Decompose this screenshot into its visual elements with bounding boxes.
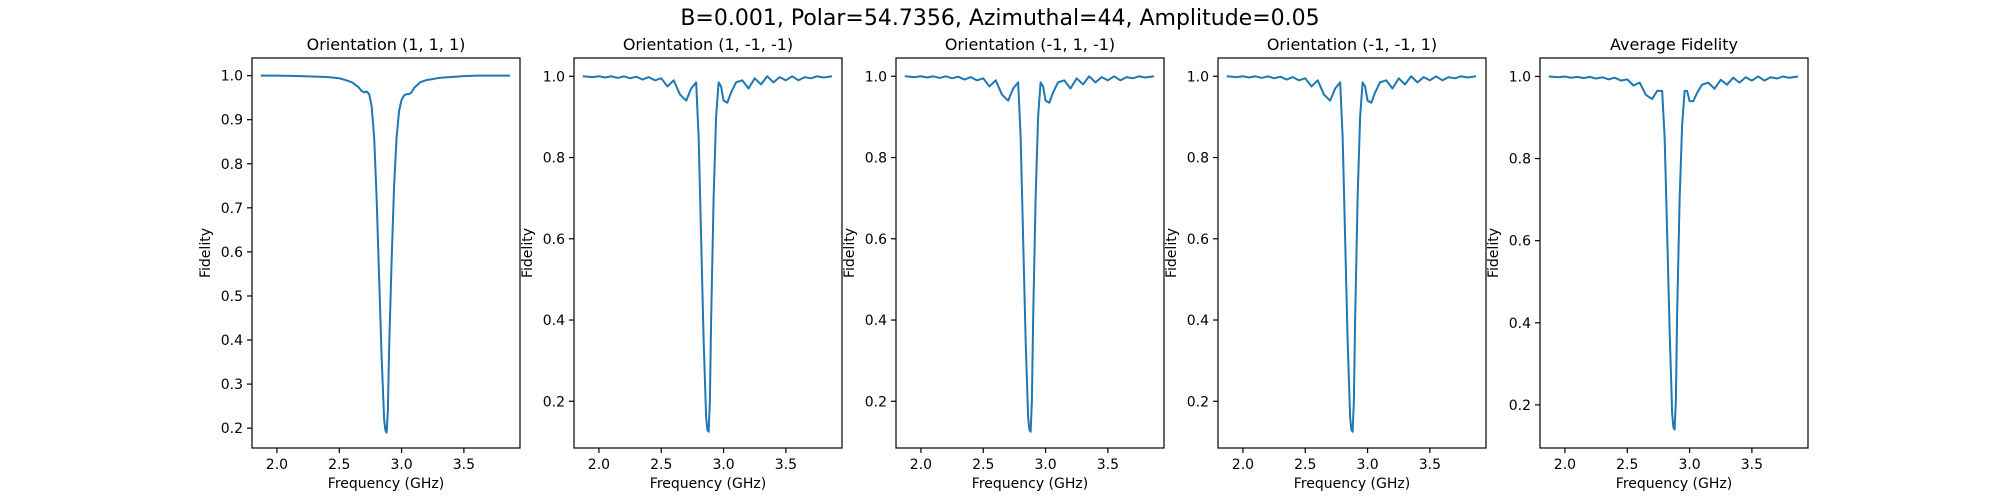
x-tick-label: 3.5 bbox=[1741, 457, 1763, 473]
x-tick-label: 2.0 bbox=[588, 457, 610, 473]
y-axis-label: Fidelity bbox=[842, 228, 858, 278]
y-tick-label: 1.0 bbox=[221, 69, 243, 85]
y-tick-label: 0.4 bbox=[221, 333, 243, 349]
y-tick-label: 0.8 bbox=[221, 157, 243, 173]
subplot-panels: 2.0 2.5 3.0 3.5 0.2 0.3 0.4 0.5 0.6 0.7 0.8 0.9 1.0 O… bbox=[198, 35, 1809, 492]
y-tick-label: 0.2 bbox=[543, 394, 565, 410]
x-tick-label: 3.0 bbox=[712, 457, 734, 473]
x-tick-label: 3.5 bbox=[1097, 457, 1119, 473]
y-tick-label: 1.0 bbox=[543, 69, 565, 85]
y-tick-label: 0.8 bbox=[865, 151, 887, 167]
y-tick-label: 1.0 bbox=[1187, 69, 1209, 85]
y-tick-label: 0.8 bbox=[1187, 151, 1209, 167]
y-axis-label: Fidelity bbox=[198, 228, 214, 278]
y-tick-label: 0.4 bbox=[1509, 316, 1531, 332]
x-tick-label: 2.0 bbox=[1554, 457, 1576, 473]
x-tick-label: 2.5 bbox=[650, 457, 672, 473]
axes-frame bbox=[1217, 57, 1487, 449]
y-tick-label: 0.4 bbox=[1187, 313, 1209, 329]
subplot-title: Orientation (-1, -1, 1) bbox=[1267, 35, 1437, 54]
y-tick-label: 0.7 bbox=[221, 201, 243, 217]
y-axis-label: Fidelity bbox=[1486, 228, 1502, 278]
series-line bbox=[260, 74, 511, 434]
x-tick-label: 2.0 bbox=[1232, 457, 1254, 473]
x-axis-label: Frequency (GHz) bbox=[650, 476, 766, 492]
axes-frame bbox=[251, 57, 521, 449]
y-tick-label: 0.2 bbox=[221, 421, 243, 437]
subplot-3: 2.0 2.5 3.0 3.5 0.2 0.4 0.6 0.8 1.0 Orientation (… bbox=[842, 35, 1165, 492]
y-tick-label: 1.0 bbox=[865, 69, 887, 85]
y-tick-label: 0.4 bbox=[543, 313, 565, 329]
x-axis-label: Frequency (GHz) bbox=[1616, 476, 1732, 492]
subplot-2: 2.0 2.5 3.0 3.5 0.2 0.4 0.6 0.8 1.0 Orientation (… bbox=[520, 35, 843, 492]
series-line bbox=[904, 75, 1155, 433]
x-tick-label: 3.0 bbox=[1356, 457, 1378, 473]
x-axis-label: Frequency (GHz) bbox=[972, 476, 1088, 492]
y-tick-label: 0.9 bbox=[221, 113, 243, 129]
subplot-4: 2.0 2.5 3.0 3.5 0.2 0.4 0.6 0.8 1.0 Orientation (… bbox=[1164, 35, 1487, 492]
x-tick-label: 3.5 bbox=[775, 457, 797, 473]
x-tick-label: 2.5 bbox=[1294, 457, 1316, 473]
y-tick-label: 0.8 bbox=[1509, 152, 1531, 168]
y-tick-label: 0.8 bbox=[543, 151, 565, 167]
y-tick-label: 0.3 bbox=[221, 377, 243, 393]
y-tick-label: 0.2 bbox=[1187, 394, 1209, 410]
series-line bbox=[582, 75, 833, 433]
y-tick-label: 0.5 bbox=[221, 289, 243, 305]
x-tick-label: 2.0 bbox=[910, 457, 932, 473]
x-tick-label: 2.5 bbox=[1616, 457, 1638, 473]
subplot-title: Average Fidelity bbox=[1610, 35, 1738, 54]
y-tick-label: 0.2 bbox=[865, 394, 887, 410]
series-line bbox=[1548, 75, 1799, 431]
subplot-title: Orientation (-1, 1, -1) bbox=[945, 35, 1115, 54]
figure-suptitle: B=0.001, Polar=54.7356, Azimuthal=44, Am… bbox=[680, 6, 1320, 31]
y-tick-label: 0.6 bbox=[1509, 234, 1531, 250]
axes-frame bbox=[573, 57, 843, 449]
y-tick-label: 0.6 bbox=[1187, 232, 1209, 248]
y-axis-label: Fidelity bbox=[1164, 228, 1180, 278]
y-tick-label: 0.6 bbox=[221, 245, 243, 261]
y-axis-label: Fidelity bbox=[520, 228, 536, 278]
axes-frame bbox=[895, 57, 1165, 449]
y-tick-label: 1.0 bbox=[1509, 69, 1531, 85]
y-tick-label: 0.6 bbox=[543, 232, 565, 248]
subplot-title: Orientation (1, 1, 1) bbox=[307, 35, 466, 54]
x-tick-label: 2.5 bbox=[328, 457, 350, 473]
x-axis-label: Frequency (GHz) bbox=[328, 476, 444, 492]
x-tick-label: 2.0 bbox=[266, 457, 288, 473]
y-tick-label: 0.6 bbox=[865, 232, 887, 248]
axes-frame bbox=[1539, 57, 1809, 449]
x-tick-label: 3.0 bbox=[1678, 457, 1700, 473]
y-tick-label: 0.4 bbox=[865, 313, 887, 329]
x-tick-label: 2.5 bbox=[972, 457, 994, 473]
subplot-1: 2.0 2.5 3.0 3.5 0.2 0.3 0.4 0.5 0.6 0.7 0.8 0.9 1.0 O… bbox=[198, 35, 521, 492]
subplot-title: Orientation (1, -1, -1) bbox=[623, 35, 793, 54]
x-tick-label: 3.5 bbox=[453, 457, 475, 473]
series-line bbox=[1226, 75, 1477, 433]
x-axis-label: Frequency (GHz) bbox=[1294, 476, 1410, 492]
x-tick-label: 3.0 bbox=[390, 457, 412, 473]
subplot-5: 2.0 2.5 3.0 3.5 0.2 0.4 0.6 0.8 1.0 Average Fidel… bbox=[1486, 35, 1809, 492]
y-tick-label: 0.2 bbox=[1509, 398, 1531, 414]
x-tick-label: 3.0 bbox=[1034, 457, 1056, 473]
x-tick-label: 3.5 bbox=[1419, 457, 1441, 473]
